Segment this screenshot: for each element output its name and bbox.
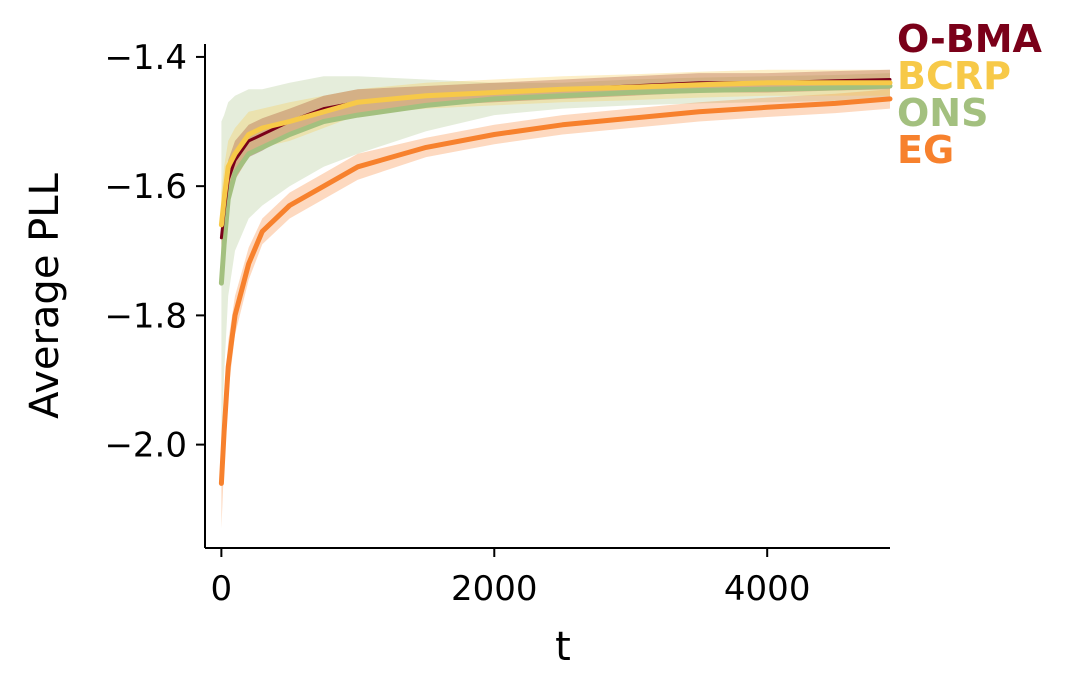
legend-item-eg: EG	[897, 128, 954, 172]
y-tick-label: −1.6	[104, 167, 187, 207]
legend-item-ons: ONS	[897, 91, 988, 135]
y-axis-label: Average PLL	[22, 172, 68, 418]
confidence-bands	[221, 69, 890, 529]
legend-item-o-bma: O-BMA	[897, 17, 1043, 61]
legend-item-bcrp: BCRP	[897, 54, 1011, 98]
x-tick-label: 0	[211, 569, 233, 609]
x-axis-label: t	[555, 624, 571, 670]
y-tick-label: −1.8	[104, 296, 187, 336]
x-tick-label: 2000	[451, 569, 538, 609]
series-line-ons	[218, 83, 893, 286]
y-tick-label: −1.4	[104, 38, 187, 78]
ticks: 0 2000 4000 −2.0 −1.8 −1.6 −1.4	[104, 38, 810, 609]
series-lines	[218, 78, 893, 486]
series-line-bcrp	[218, 80, 893, 228]
band-ons	[221, 73, 890, 445]
y-tick-label: −2.0	[104, 426, 187, 466]
x-tick-label: 4000	[724, 569, 811, 609]
axes	[204, 44, 890, 549]
series-line-eg	[218, 96, 893, 486]
